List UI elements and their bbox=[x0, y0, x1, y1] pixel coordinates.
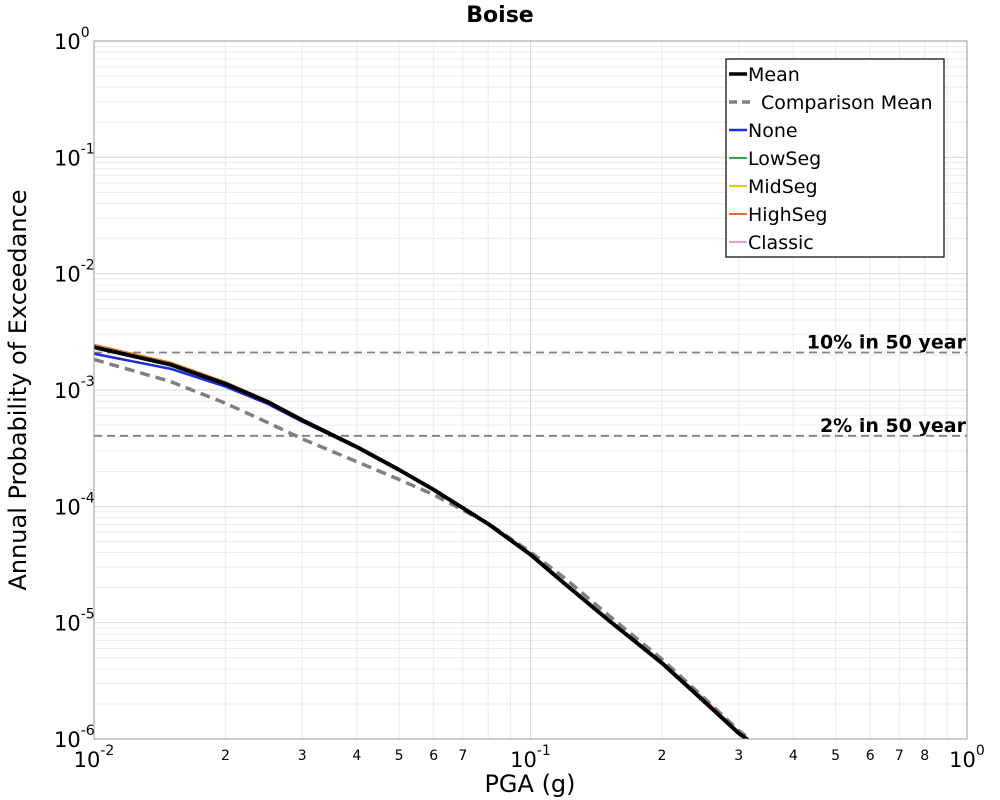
legend-item: LowSeg bbox=[729, 148, 821, 170]
legend-item: Comparison Mean bbox=[729, 92, 933, 114]
legend-item: Classic bbox=[729, 232, 814, 254]
x-tick-label: 10-2 bbox=[74, 743, 115, 772]
x-minor-tick-label: 3 bbox=[298, 748, 307, 764]
grid bbox=[93, 40, 968, 740]
reference-line-label: 10% in 50 year bbox=[807, 332, 967, 354]
y-tick-label: 10-6 bbox=[54, 723, 95, 752]
legend-item: Mean bbox=[729, 64, 800, 86]
x-minor-tick-label: 6 bbox=[429, 748, 438, 764]
series-line-comparison-mean bbox=[94, 357, 750, 739]
legend-label: MidSeg bbox=[748, 176, 818, 198]
legend-label: Classic bbox=[748, 232, 814, 254]
x-minor-tick-label: 5 bbox=[395, 748, 404, 764]
x-minor-tick-label: 3 bbox=[734, 748, 743, 764]
legend-label: Comparison Mean bbox=[761, 92, 933, 114]
x-minor-tick-label: 4 bbox=[789, 748, 798, 764]
reference-line-label: 2% in 50 year bbox=[820, 415, 967, 437]
x-axis-label: PGA (g) bbox=[484, 770, 575, 798]
y-tick-label: 100 bbox=[54, 25, 90, 54]
legend-item: HighSeg bbox=[729, 204, 827, 226]
x-minor-tick-label: 5 bbox=[831, 748, 840, 764]
legend-label: LowSeg bbox=[748, 148, 821, 170]
x-minor-tick-label: 8 bbox=[920, 748, 929, 764]
x-minor-tick-label: 6 bbox=[866, 748, 875, 764]
x-minor-tick-label: 7 bbox=[458, 748, 467, 764]
y-tick-label: 10-1 bbox=[54, 141, 95, 170]
x-minor-tick-label: 4 bbox=[352, 748, 361, 764]
x-minor-tick-label: 2 bbox=[657, 748, 666, 764]
y-axis-ticks: 100 10-1 10-2 10-3 10-4 10-5 10-6 bbox=[54, 25, 95, 752]
reference-lines: 10% in 50 year 2% in 50 year bbox=[94, 332, 967, 437]
series-lines bbox=[94, 343, 750, 739]
y-axis-label: Annual Probability of Exceedance bbox=[4, 189, 32, 590]
y-tick-label: 10-2 bbox=[54, 258, 95, 287]
legend-item: None bbox=[729, 120, 798, 142]
y-tick-label: 10-3 bbox=[54, 374, 95, 403]
y-tick-label: 10-4 bbox=[54, 490, 95, 519]
x-minor-tick-label: 2 bbox=[221, 748, 230, 764]
x-tick-label: 10-1 bbox=[510, 743, 551, 772]
plot-frame bbox=[93, 40, 968, 740]
legend-label: None bbox=[748, 120, 798, 142]
legend-label: HighSeg bbox=[748, 204, 827, 226]
x-tick-label: 100 bbox=[949, 743, 985, 772]
legend-item: MidSeg bbox=[729, 176, 818, 198]
x-minor-tick-label: 7 bbox=[895, 748, 904, 764]
chart-title: Boise bbox=[466, 3, 533, 28]
legend-box bbox=[725, 58, 945, 258]
legend: Mean Comparison Mean None LowSeg MidSeg HighS… bbox=[725, 58, 945, 258]
series-line-mean bbox=[94, 345, 750, 739]
legend-label: Mean bbox=[748, 64, 800, 86]
y-tick-label: 10-5 bbox=[54, 607, 95, 636]
